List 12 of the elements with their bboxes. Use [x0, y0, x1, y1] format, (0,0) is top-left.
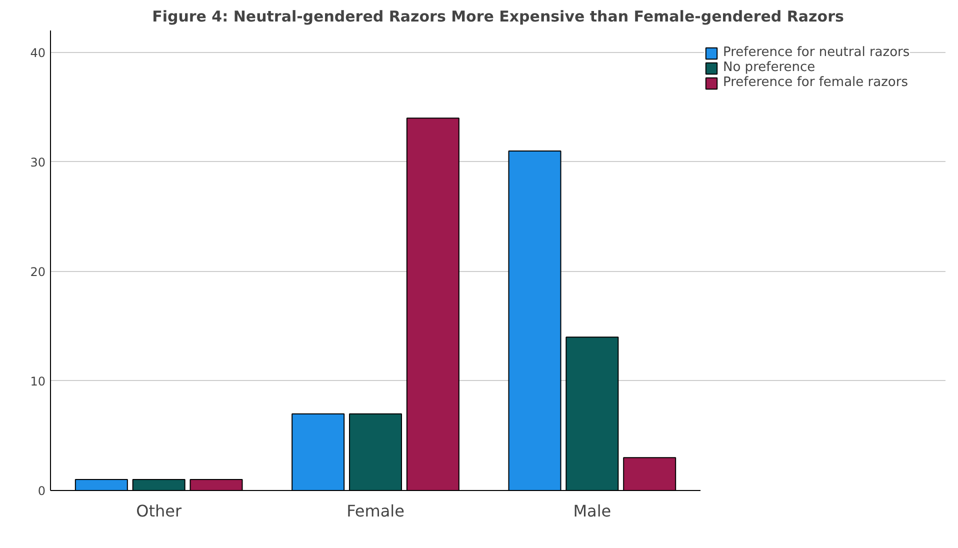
y-tick-label: 10: [30, 374, 46, 388]
y-tick-label: 30: [30, 155, 46, 170]
x-tick-label: Female: [346, 502, 404, 520]
legend-label: Preference for female razors: [723, 75, 908, 90]
legend-label: No preference: [723, 60, 816, 75]
y-tick-label: 40: [30, 46, 46, 60]
legend-label: Preference for neutral razors: [723, 45, 910, 60]
y-tick-label: 20: [30, 264, 46, 279]
chart-title: Figure 4: Neutral-gendered Razors More Expensive than Female-gendered Razors: [152, 8, 844, 26]
x-tick-label: Other: [136, 502, 182, 520]
y-tick-label: 0: [38, 484, 46, 498]
x-tick-label: Male: [573, 502, 612, 520]
